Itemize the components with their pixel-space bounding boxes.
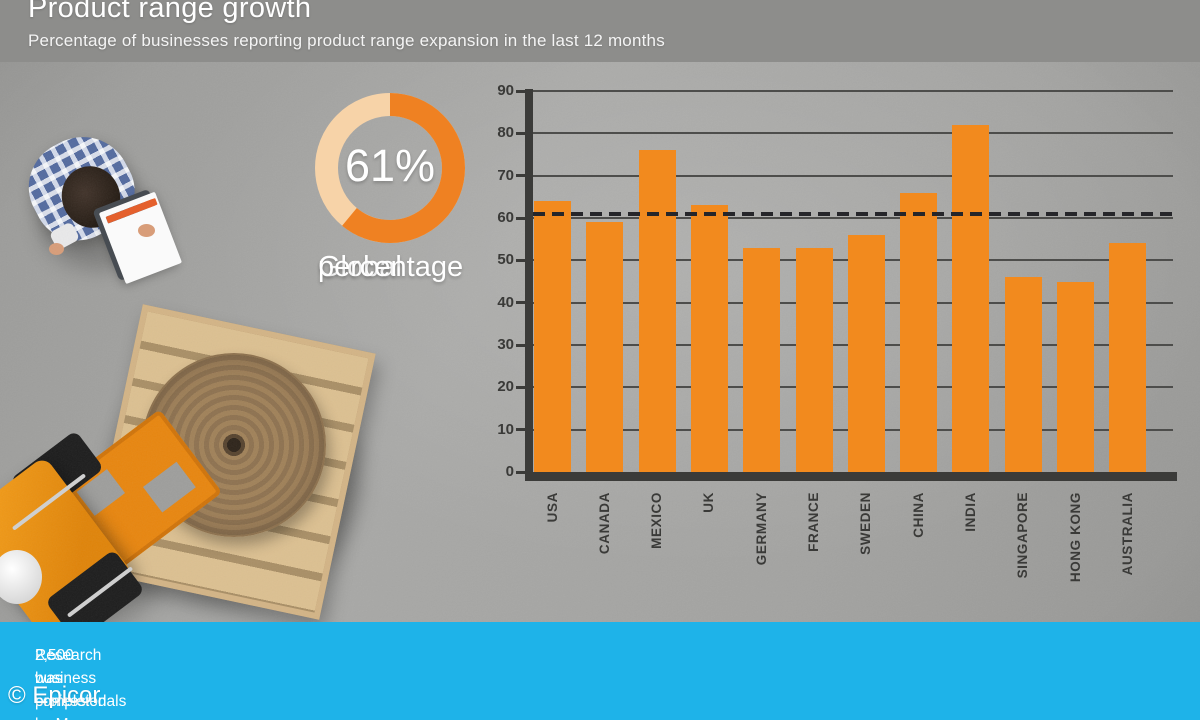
person-left-hand <box>49 243 64 255</box>
person-pointing-hand <box>138 224 155 237</box>
donut-value-label: 61% <box>344 140 436 191</box>
donut-caption-line1: Global <box>318 251 402 283</box>
page-subtitle: Percentage of businesses reporting produ… <box>28 31 665 50</box>
donut-value-arc <box>315 93 465 243</box>
tablet-screen <box>98 191 183 285</box>
donut-caption-line2: percentage <box>318 251 464 283</box>
footer-bar: Research was completed by Morar Consulti… <box>0 622 1200 720</box>
page-title: Product range growth <box>28 0 312 24</box>
header-band: Product range growth Percentage of busin… <box>0 0 1200 62</box>
global-percentage-donut: 61% <box>315 93 465 243</box>
copyright-label: © Epicor <box>8 682 101 709</box>
